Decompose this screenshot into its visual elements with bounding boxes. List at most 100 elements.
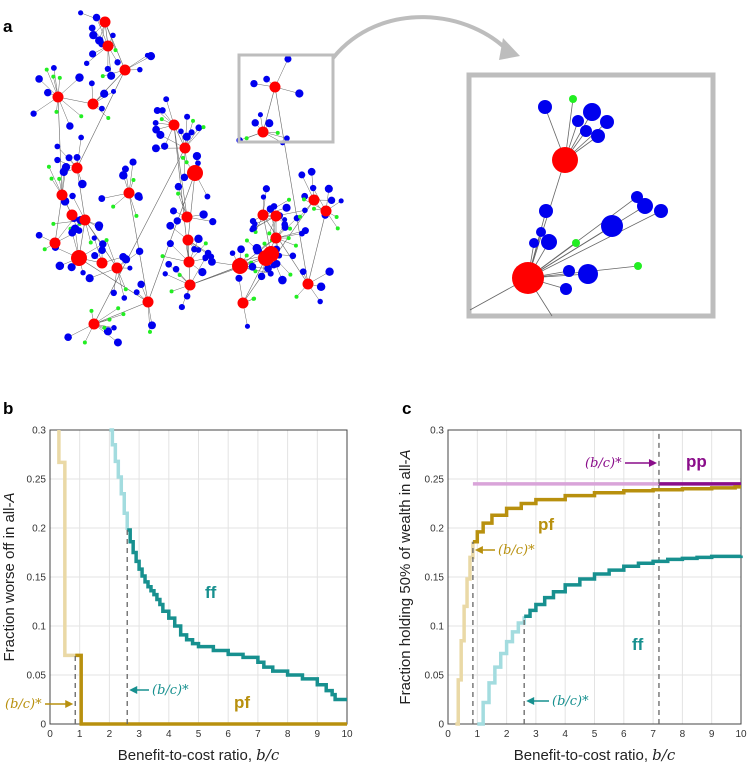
network-node: [282, 203, 291, 212]
network-node: [282, 217, 288, 223]
leaf-node: [107, 317, 112, 322]
hub-node: [182, 234, 194, 246]
leaf-node: [180, 155, 185, 160]
zoom-node: [578, 264, 598, 284]
x-tick-label: 4: [562, 729, 568, 740]
zoom-node: [563, 265, 575, 277]
zoom-node: [529, 238, 539, 248]
y-tick-label: 0.2: [430, 524, 444, 535]
network-node: [35, 231, 43, 239]
network-node: [98, 195, 106, 202]
hub-node: [102, 40, 114, 52]
series-line-ff-above-threshold: [524, 554, 743, 618]
network-node: [50, 64, 57, 71]
hub-node: [187, 165, 203, 181]
network-node: [54, 143, 61, 150]
network-node: [199, 210, 208, 219]
network-node: [89, 30, 98, 40]
network-node: [184, 113, 191, 120]
network-node: [183, 292, 191, 300]
threshold-annotation-pf: (b/c)*: [474, 543, 535, 558]
y-tick-label: 0.15: [425, 573, 445, 584]
hub-node: [269, 81, 281, 93]
threshold-annotation-pf: (b/c)*: [5, 697, 74, 712]
leaf-node: [121, 312, 126, 317]
network-node: [257, 272, 266, 281]
x-tick-label: 10: [341, 729, 353, 740]
leaf-node: [51, 74, 56, 79]
network-node: [295, 89, 304, 98]
threshold-annotation-text: (b/c)*: [498, 543, 535, 558]
zoom-nodes: [512, 95, 668, 295]
leaf-node: [111, 204, 116, 209]
network-node: [59, 167, 68, 176]
network-node: [327, 196, 336, 205]
leaf-node: [288, 272, 293, 277]
network-edge: [93, 301, 149, 325]
annotation-arrow-head: [65, 700, 74, 708]
zoom-node: [583, 103, 601, 121]
leaf-node: [244, 136, 249, 141]
network-node: [289, 252, 297, 260]
network-node: [209, 218, 217, 226]
network-node: [338, 198, 344, 204]
threshold-annotation-ff: (b/c)*: [526, 694, 589, 709]
x-axis-variable: b/c: [652, 746, 676, 764]
hub-node: [88, 318, 100, 330]
x-tick-label: 10: [735, 729, 747, 740]
leaf-node: [88, 240, 93, 245]
network-node: [257, 112, 263, 118]
y-axis-variable: A: [1, 493, 18, 504]
leaf-node: [191, 118, 196, 123]
network-node: [192, 151, 202, 161]
network-node: [250, 224, 257, 232]
zoom-source-box: [237, 53, 335, 144]
network-node: [103, 327, 113, 336]
network-node: [91, 252, 99, 260]
zoom-leaf-node: [569, 95, 577, 103]
x-tick-label: 6: [621, 729, 627, 740]
network-edge: [92, 69, 126, 105]
leaf-node: [262, 241, 267, 246]
network-node: [148, 321, 156, 330]
leaf-node: [134, 213, 139, 218]
network-node: [135, 247, 144, 256]
network-edge: [128, 192, 149, 303]
network-node: [66, 122, 74, 130]
network-node: [317, 298, 323, 305]
y-tick-label: 0.2: [32, 524, 46, 535]
series-label-pf: pf: [538, 515, 554, 534]
network-node: [104, 65, 111, 73]
leaf-node: [335, 226, 340, 231]
leaf-node: [57, 176, 62, 181]
network-node: [160, 142, 169, 150]
leaf-node: [116, 306, 121, 311]
y-axis-label: Fraction holding 50% of wealth in all-A: [397, 449, 414, 704]
zoom-node: [572, 115, 584, 127]
x-tick-label: 5: [592, 729, 598, 740]
series-label-ff: ff: [632, 635, 644, 654]
x-tick-label: 8: [680, 729, 686, 740]
network-node: [98, 105, 105, 112]
network-node: [144, 52, 150, 58]
network-node: [99, 240, 107, 248]
y-tick-label: 0: [40, 720, 46, 731]
leaf-node: [287, 197, 292, 202]
network-edge: [76, 69, 126, 169]
network-node: [152, 120, 159, 126]
chart-c: 0 1 2 3 4 5 6 7 8 9 10 0 0.05 0.1 0.15 0.2 0.25 0.3 Benefi…: [397, 426, 747, 765]
leaf-node: [302, 197, 307, 202]
network-node: [78, 10, 84, 16]
hub-node: [308, 194, 320, 206]
leaf-node: [104, 238, 109, 243]
network-node: [110, 289, 117, 297]
leaf-node: [46, 164, 51, 169]
hub-node: [142, 296, 154, 308]
network-node: [100, 89, 109, 98]
network-node: [265, 119, 274, 128]
hub-node: [71, 162, 83, 174]
threshold-annotation-text: (b/c)*: [5, 697, 42, 712]
network-node: [98, 246, 106, 254]
network-edge: [189, 257, 267, 286]
